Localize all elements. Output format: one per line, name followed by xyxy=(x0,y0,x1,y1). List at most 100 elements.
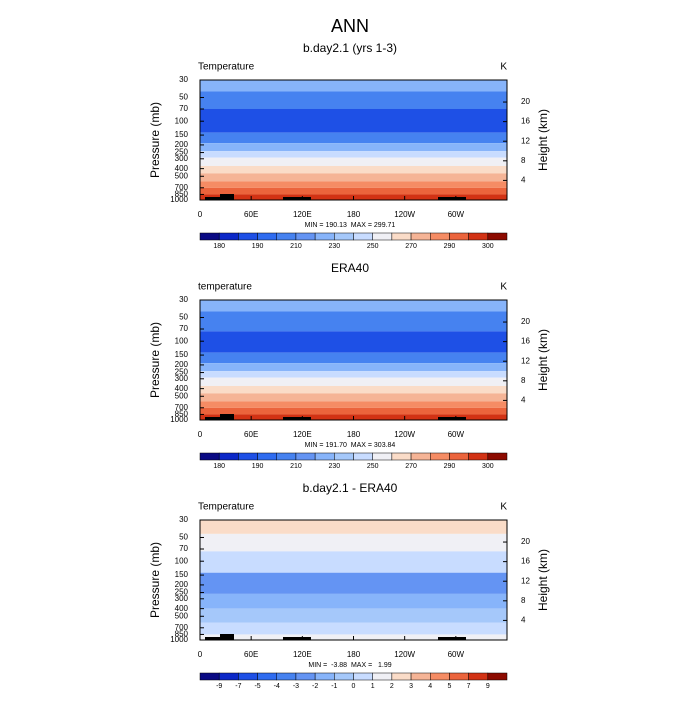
colorbar-box xyxy=(314,452,335,461)
colorbar-box xyxy=(372,452,393,461)
colorbar-label: 210 xyxy=(290,463,302,470)
colorbar-box xyxy=(410,232,431,241)
colorbar-label: 4 xyxy=(428,683,432,690)
y2-tick-label: 12 xyxy=(521,356,530,365)
panel-title: b.day2.1 - ERA40 xyxy=(303,481,398,495)
contour-band xyxy=(200,181,507,188)
colorbar-label: 300 xyxy=(482,243,494,250)
colorbar-box xyxy=(430,672,450,681)
y2-tick-label: 4 xyxy=(521,396,526,405)
x-tick-label: 120W xyxy=(394,650,415,659)
colorbar-label: 210 xyxy=(290,243,302,250)
colorbar-box xyxy=(353,452,373,461)
y-tick-label: 850 xyxy=(175,410,189,419)
colorbar-label: -7 xyxy=(235,683,241,690)
y2-axis-label: Height (km) xyxy=(536,329,550,391)
colorbar-box xyxy=(468,452,489,461)
colorbar-label: 3 xyxy=(409,683,413,690)
colorbar-box xyxy=(430,232,450,241)
x-tick-label: 60E xyxy=(244,430,258,439)
colorbar-box xyxy=(487,452,508,461)
colorbar-box xyxy=(353,232,373,241)
y-tick-label: 200 xyxy=(175,580,189,589)
colorbar-box xyxy=(353,672,373,681)
y2-tick-label: 8 xyxy=(521,596,526,605)
colorbar-label: -1 xyxy=(331,683,337,690)
x-tick-label: 60E xyxy=(244,210,258,219)
colorbar-box xyxy=(334,232,354,241)
y-tick-label: 70 xyxy=(179,324,188,333)
contour-band xyxy=(200,331,507,353)
contour-band xyxy=(200,520,507,534)
topography xyxy=(283,197,311,200)
topography xyxy=(220,414,234,420)
y-tick-label: 150 xyxy=(175,130,189,139)
contour-band xyxy=(200,551,507,573)
colorbar-box xyxy=(218,232,239,241)
x-tick-label: 180 xyxy=(347,210,361,219)
colorbar-box xyxy=(238,452,258,461)
y-tick-label: 700 xyxy=(175,403,189,412)
y-tick-label: 70 xyxy=(179,104,188,113)
y-tick-label: 700 xyxy=(175,183,189,192)
y-tick-label: 30 xyxy=(179,515,188,524)
colorbar-label: 9 xyxy=(486,683,490,690)
contour-band xyxy=(200,593,507,609)
colorbar-label: 230 xyxy=(328,463,340,470)
colorbar-box xyxy=(334,452,354,461)
contour-band xyxy=(200,393,507,402)
variable-label: temperature xyxy=(198,282,252,293)
y-tick-label: 850 xyxy=(175,190,189,199)
y-tick-label: 100 xyxy=(175,336,189,345)
colorbar-box xyxy=(257,672,277,681)
stats: MIN = -3.88 MAX = 1.99 xyxy=(308,662,391,669)
y2-tick-label: 4 xyxy=(521,616,526,625)
colorbar-label: 0 xyxy=(352,683,356,690)
contour-band xyxy=(200,401,507,408)
x-tick-label: 60W xyxy=(448,430,465,439)
y2-axis-label: Height (km) xyxy=(536,549,550,611)
y-tick-label: 50 xyxy=(179,313,188,322)
colorbar-label: 190 xyxy=(252,243,264,250)
contour-band xyxy=(200,352,507,364)
y-tick-label: 850 xyxy=(175,630,189,639)
colorbar-label: 190 xyxy=(252,463,264,470)
colorbar-box xyxy=(449,232,469,241)
topography xyxy=(438,637,466,640)
unit-label: K xyxy=(500,62,507,73)
colorbar-box xyxy=(391,232,412,241)
contour-band xyxy=(200,533,507,552)
colorbar-box xyxy=(468,232,489,241)
contour-band xyxy=(200,622,507,635)
y-tick-label: 150 xyxy=(175,350,189,359)
y-tick-label: 1000 xyxy=(170,415,188,424)
colorbar-box xyxy=(449,672,469,681)
contour-band xyxy=(200,187,507,195)
y-tick-label: 400 xyxy=(175,384,189,393)
colorbar-box xyxy=(487,672,508,681)
topography xyxy=(283,417,311,420)
topography xyxy=(438,417,466,420)
variable-label: Temperature xyxy=(198,502,255,513)
colorbar-label: 2 xyxy=(390,683,394,690)
colorbar-label: 230 xyxy=(328,243,340,250)
topography xyxy=(438,197,466,200)
colorbar-box xyxy=(199,672,220,681)
y-tick-label: 30 xyxy=(179,75,188,84)
colorbar-box xyxy=(199,452,220,461)
x-tick-label: 60E xyxy=(244,650,258,659)
y-tick-label: 30 xyxy=(179,295,188,304)
colorbar-label: 180 xyxy=(213,243,225,250)
contour-band xyxy=(200,143,507,152)
colorbar-box xyxy=(487,232,508,241)
y-tick-label: 1000 xyxy=(170,635,188,644)
contour-band xyxy=(200,385,507,394)
colorbar-box xyxy=(410,452,431,461)
colorbar-box xyxy=(218,672,239,681)
y-axis-label: Pressure (mb) xyxy=(148,322,162,398)
colorbar-box xyxy=(276,672,297,681)
colorbar-box xyxy=(238,232,258,241)
topography xyxy=(220,194,234,200)
topography xyxy=(205,637,225,640)
